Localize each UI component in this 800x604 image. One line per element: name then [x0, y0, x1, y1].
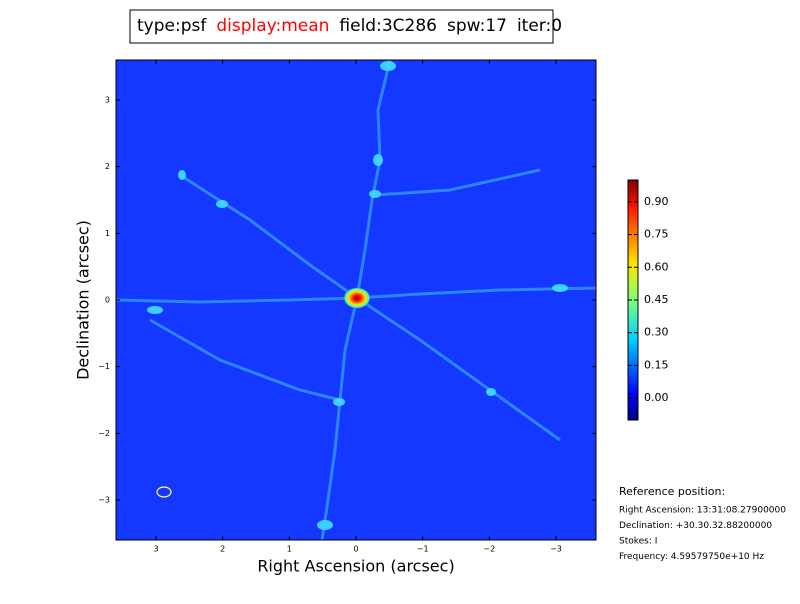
y-tick-label: 1: [105, 229, 110, 238]
x-tick-label: −3: [550, 545, 562, 554]
reference-line: Stokes: I: [619, 537, 657, 547]
x-tick-label: 1: [287, 545, 292, 554]
title-box: [129, 9, 554, 44]
reference-line: Declination: +30.30.32.88200000: [619, 521, 772, 531]
colorbar-tick-label: 0.30: [644, 326, 669, 339]
beam-ellipse: [156, 486, 172, 498]
x-tick-label: −2: [483, 545, 495, 554]
colorbar-tick-label: 0.45: [644, 293, 669, 306]
reference-line: Frequency: 4.59579750e+10 Hz: [619, 552, 764, 562]
psf-peak: [343, 287, 371, 309]
title-part: type:psf: [137, 16, 207, 36]
title-part: field:3C286: [339, 16, 437, 36]
title-part: spw:17: [447, 16, 507, 36]
colorbar-tick-label: 0.75: [644, 228, 669, 241]
colorbar-tick-label: 0.15: [644, 358, 669, 371]
x-axis-label: Right Ascension (arcsec): [257, 557, 454, 576]
x-tick-label: 2: [220, 545, 225, 554]
sidelobe-spots: [147, 61, 568, 530]
y-axis-label: Declination (arcsec): [74, 220, 93, 380]
y-tick-label: 2: [105, 162, 110, 171]
y-tick-label: −2: [98, 429, 110, 438]
colorbar-tick-label: 0.60: [644, 260, 669, 273]
reference-heading: Reference position:: [619, 485, 725, 498]
x-tick-label: −1: [417, 545, 429, 554]
colorbar-tick-label: 0.00: [644, 391, 669, 404]
y-tick-label: −1: [98, 362, 110, 371]
image: [116, 60, 596, 540]
title-part: display:mean: [216, 16, 329, 36]
x-tick-label: 3: [153, 545, 158, 554]
reference-line: Right Ascension: 13:31:08.27900000: [619, 506, 786, 516]
y-tick-label: −3: [98, 496, 110, 505]
y-tick-label: 3: [105, 96, 110, 105]
x-tick-label: 0: [353, 545, 358, 554]
y-tick-label: 0: [105, 296, 110, 305]
title-part: iter:0: [517, 16, 562, 36]
colorbar-tick-label: 0.90: [644, 195, 669, 208]
title: type:psf display:mean field:3C286 spw:17 ite…: [137, 16, 562, 36]
